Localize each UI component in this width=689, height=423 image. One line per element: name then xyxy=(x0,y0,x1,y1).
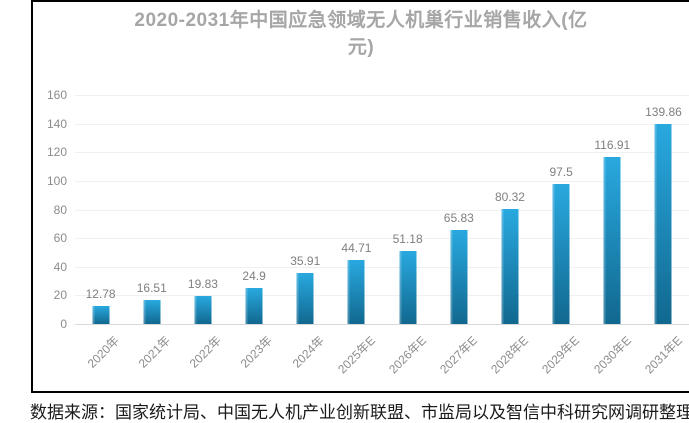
gridline xyxy=(75,152,689,154)
source-note: 数据来源：国家统计局、中国无人机产业创新联盟、市监局以及智信中科研究网调研整理 xyxy=(30,403,689,422)
y-axis-tick-label: 160 xyxy=(46,88,67,102)
bar-column: 44.71 xyxy=(331,95,382,324)
bar-column: 51.18 xyxy=(382,95,433,324)
gridline xyxy=(75,95,689,96)
bar-column: 65.83 xyxy=(433,95,484,324)
bar-value-label: 35.91 xyxy=(290,253,321,268)
x-axis-tick: 2026年E xyxy=(382,324,433,392)
bar xyxy=(194,295,212,324)
bar-value-label: 24.9 xyxy=(242,269,266,284)
x-axis-tick: 2029年E xyxy=(536,324,587,392)
gridline xyxy=(75,180,689,182)
bar-value-label: 12.78 xyxy=(85,286,116,301)
bar-column: 139.86 xyxy=(638,95,689,324)
bar-column: 116.91 xyxy=(587,95,638,324)
bar xyxy=(654,123,672,324)
bar-value-label: 65.83 xyxy=(443,210,474,225)
bar-column: 12.78 xyxy=(75,95,126,324)
x-axis-tick-label: 2020年 xyxy=(84,333,122,371)
gridline xyxy=(75,209,689,211)
bar-column: 19.83 xyxy=(177,95,228,324)
bar-value-label: 16.51 xyxy=(136,281,167,296)
bar xyxy=(501,209,519,324)
x-axis-tick-label: 2021年 xyxy=(135,333,174,371)
bar xyxy=(399,250,417,324)
bar-value-label: 97.5 xyxy=(549,165,573,180)
y-axis-tick-label: 100 xyxy=(46,173,67,188)
gridline xyxy=(75,266,689,268)
x-axis-tick-label: 2029年E xyxy=(539,333,583,377)
bar xyxy=(92,305,110,324)
bar-column: 16.51 xyxy=(126,95,177,324)
x-axis-tick: 2020年 xyxy=(75,324,126,392)
x-axis-tick: 2030年E xyxy=(587,324,638,392)
gridline xyxy=(75,238,689,240)
bar-value-label: 139.86 xyxy=(645,104,682,119)
bar-column: 24.9 xyxy=(229,95,280,324)
bar xyxy=(296,272,314,324)
x-axis-line xyxy=(75,324,689,325)
plot-area xyxy=(75,95,689,325)
chart-title-line1: 2020-2031年中国应急领域无人机巢行业销售收入(亿 xyxy=(134,10,588,31)
bar xyxy=(347,260,365,324)
x-axis-tick: 2021年 xyxy=(126,324,177,392)
bar-value-label: 116.91 xyxy=(594,137,631,152)
x-axis-tick-label: 2027年E xyxy=(437,333,481,377)
bar xyxy=(603,156,621,324)
x-axis-tick-label: 2031年E xyxy=(641,333,685,377)
y-axis-tick-label: 60 xyxy=(53,231,67,246)
bar xyxy=(245,288,263,324)
chart-title-line2: 元) xyxy=(347,37,375,58)
x-axis-tick-label: 2025年E xyxy=(334,333,378,377)
bar-value-label: 80.32 xyxy=(494,190,525,205)
x-axis-tick-label: 2022年 xyxy=(186,333,225,371)
x-axis-tick: 2022年 xyxy=(177,324,228,392)
y-axis-tick-label: 0 xyxy=(60,317,67,331)
bar xyxy=(143,300,161,324)
bar-value-label: 44.71 xyxy=(341,241,372,256)
gridline xyxy=(75,295,689,297)
x-axis-tick-labels: 2020年 2021年 2022年 2023年 2024年 2025年E 2026年E 202… xyxy=(75,324,689,392)
chart-frame: 2020-2031年中国应急领域无人机巢行业销售收入(亿 元) 0 20 40 60 8… xyxy=(31,0,689,393)
bar-column: 80.32 xyxy=(484,95,535,324)
y-axis-tick-label: 40 xyxy=(53,259,67,274)
x-axis-tick-label: 2028年E xyxy=(488,333,532,377)
gridline xyxy=(75,123,689,125)
x-axis-tick: 2024年 xyxy=(280,324,331,392)
y-axis-tick-label: 140 xyxy=(46,116,67,131)
y-axis-tick-labels: 0 20 40 60 80 100 120 140 160 xyxy=(33,2,69,391)
x-axis-tick: 2027年E xyxy=(433,324,484,392)
x-axis-tick-label: 2024年 xyxy=(289,333,327,371)
chart-title: 2020-2031年中国应急领域无人机巢行业销售收入(亿 元) xyxy=(33,7,689,61)
bar-column: 97.5 xyxy=(536,95,587,324)
bars-area: 12.78 16.51 19.83 24.9 35.91 44.71 51.18 65.83 8… xyxy=(75,95,689,324)
y-axis-tick-label: 120 xyxy=(46,145,67,160)
x-axis-tick: 2025年E xyxy=(331,324,382,392)
x-axis-tick-label: 2023年 xyxy=(238,333,276,371)
x-axis-tick: 2023年 xyxy=(229,324,280,392)
x-axis-tick: 2028年E xyxy=(484,324,535,392)
x-axis-tick: 2031年E xyxy=(638,324,689,392)
x-axis-tick-label: 2026年E xyxy=(386,333,429,377)
bar-value-label: 51.18 xyxy=(392,231,423,246)
bar-value-label: 19.83 xyxy=(187,276,218,291)
y-axis-tick-label: 80 xyxy=(53,202,67,217)
bar-column: 35.91 xyxy=(280,95,331,324)
bar xyxy=(450,229,468,324)
y-axis-tick-label: 20 xyxy=(53,288,67,303)
x-axis-tick-label: 2030年E xyxy=(590,333,634,377)
bar xyxy=(552,184,570,324)
